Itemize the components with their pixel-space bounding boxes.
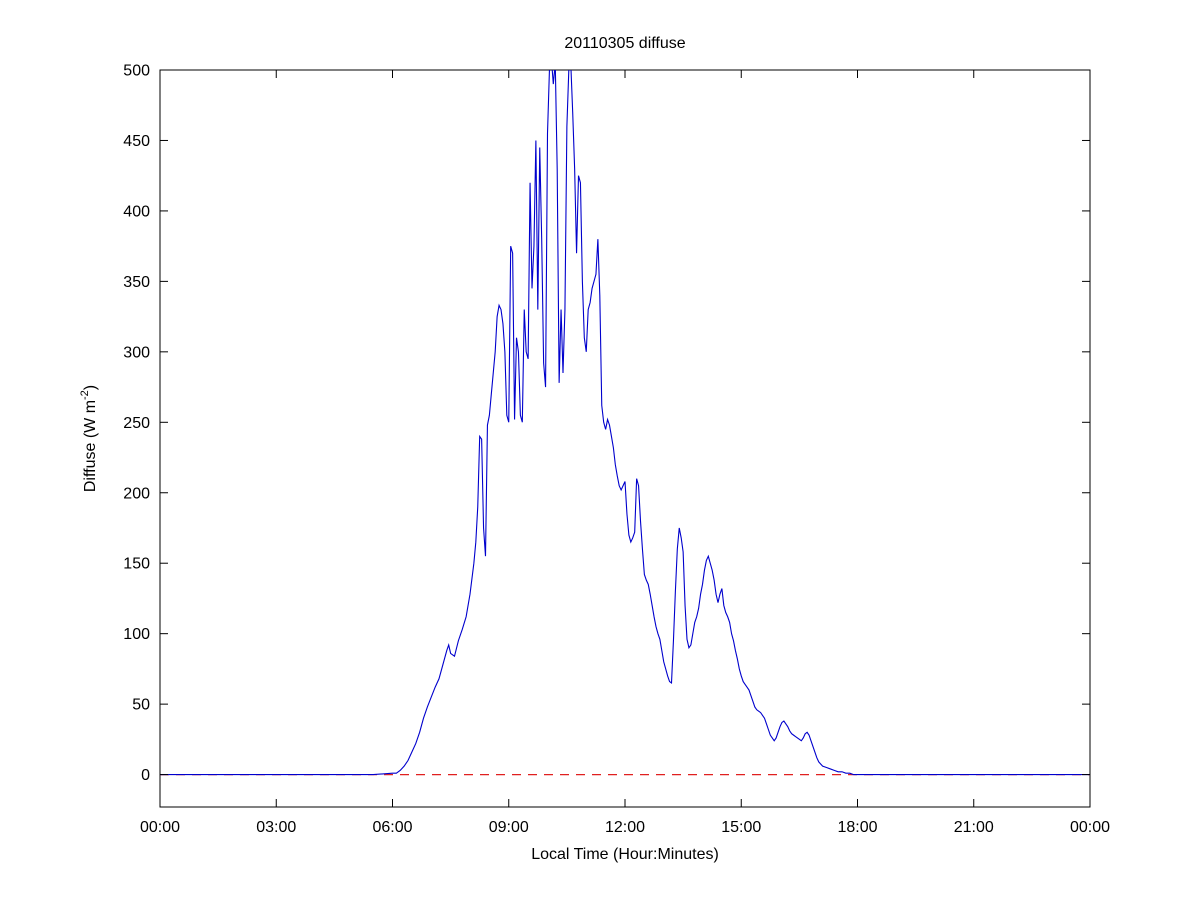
y-tick-label: 150 — [123, 556, 150, 573]
y-tick-labels: 0 50 100 150 200 250 300 350 400 450 500 — [123, 63, 150, 785]
axis-ticks — [159, 69, 1091, 807]
x-tick-label: 18:00 — [837, 819, 877, 836]
y-tick-label: 100 — [123, 626, 150, 643]
x-tick-label: 00:00 — [140, 819, 180, 836]
x-tick-label: 00:00 — [1070, 819, 1110, 836]
y-axis-label-main: Diffuse (W m — [82, 400, 99, 492]
y-tick-label: 200 — [123, 485, 150, 502]
y-tick-label: 250 — [123, 415, 150, 432]
y-tick-label: 0 — [141, 767, 150, 784]
x-tick-label: 15:00 — [721, 819, 761, 836]
y-tick-label: 300 — [123, 344, 150, 361]
x-tick-label: 12:00 — [605, 819, 645, 836]
x-axis-label: Local Time (Hour:Minutes) — [531, 846, 719, 863]
y-tick-label: 450 — [123, 133, 150, 150]
data-layer — [160, 70, 1090, 776]
plot-area — [159, 69, 1091, 808]
y-tick-label: 400 — [123, 203, 150, 220]
chart-title: 20110305 diffuse — [564, 35, 685, 52]
y-tick-label: 500 — [123, 63, 150, 80]
y-tick-label: 50 — [132, 697, 150, 714]
y-axis-label: Diffuse (W m-2) — [79, 385, 99, 492]
series-line — [160, 70, 1090, 776]
x-tick-label: 06:00 — [372, 819, 412, 836]
x-tick-labels: 00:00 03:00 06:00 09:00 12:00 15:00 18:00 21:00… — [140, 819, 1110, 836]
x-tick-label: 21:00 — [954, 819, 994, 836]
y-tick-label: 350 — [123, 274, 150, 291]
x-tick-label: 09:00 — [489, 819, 529, 836]
y-axis-label-close: ) — [82, 385, 99, 390]
x-tick-label: 03:00 — [256, 819, 296, 836]
y-axis-label-superscript: -2 — [79, 390, 91, 400]
